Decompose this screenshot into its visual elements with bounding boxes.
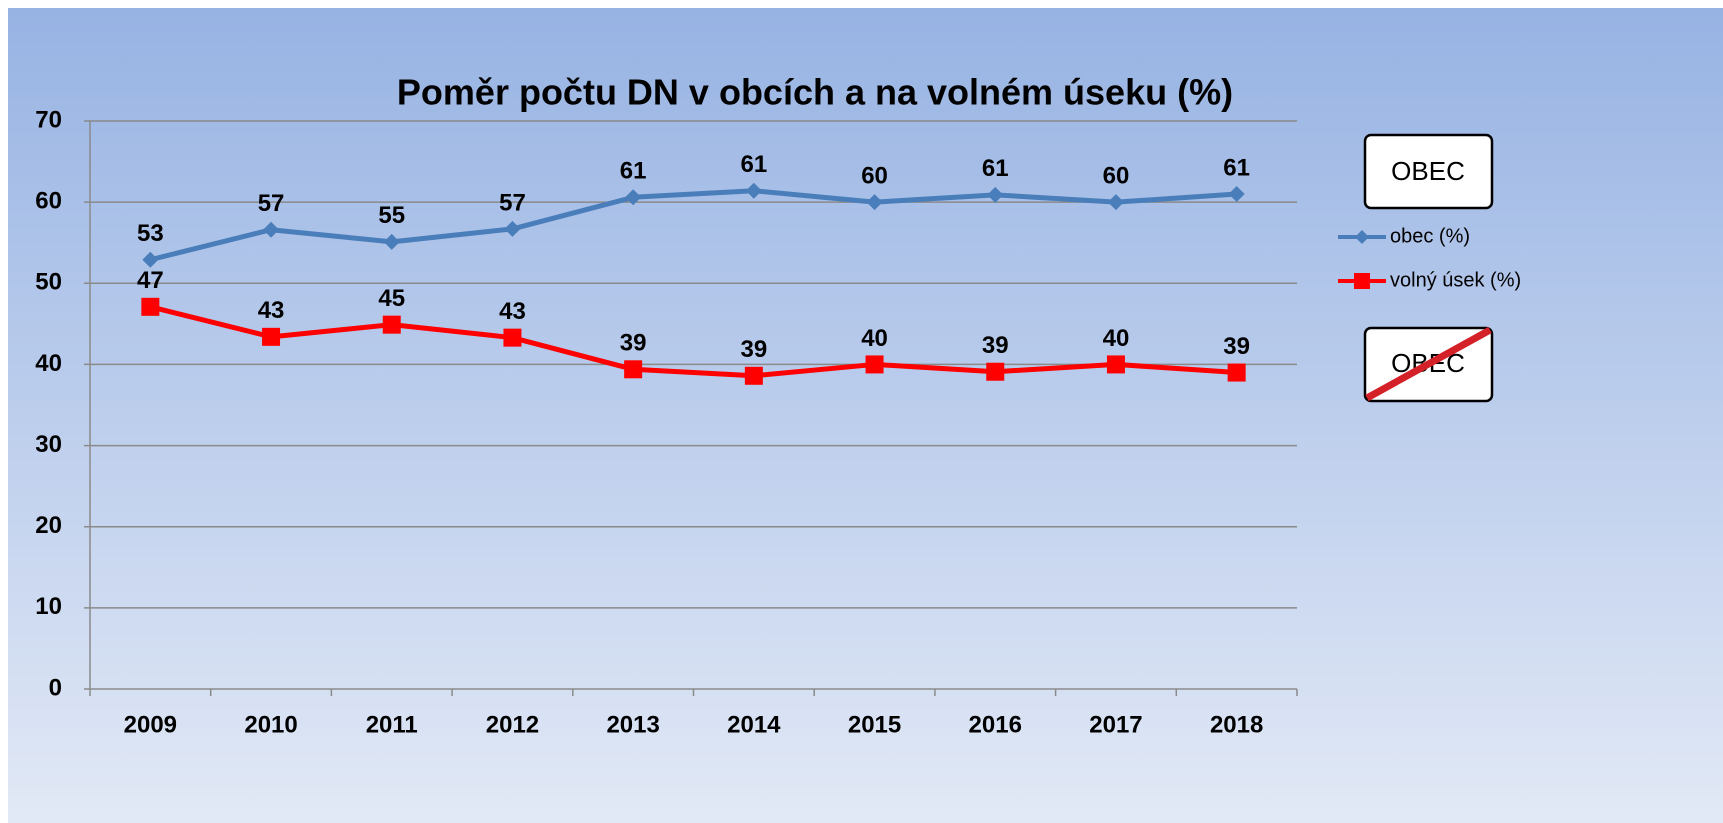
x-tick-label: 2013 <box>606 711 659 738</box>
sign-strike <box>1365 326 1492 402</box>
y-tick-label: 0 <box>49 674 62 701</box>
data-label: 57 <box>499 189 526 216</box>
data-label: 40 <box>861 325 888 352</box>
legend-marker <box>1354 273 1370 289</box>
data-label: 39 <box>620 330 647 357</box>
data-label: 43 <box>258 297 285 324</box>
data-point <box>1107 194 1124 211</box>
x-tick-label: 2018 <box>1210 711 1263 738</box>
data-point <box>382 315 401 334</box>
data-label: 61 <box>982 155 1009 182</box>
data-point <box>504 220 521 237</box>
legend-label: volný úsek (%) <box>1390 269 1521 291</box>
data-point <box>865 355 884 374</box>
y-tick-label: 40 <box>35 350 62 377</box>
data-label: 61 <box>1223 154 1250 181</box>
x-tick-label: 2011 <box>366 711 418 738</box>
data-point <box>1106 355 1125 374</box>
data-point <box>986 362 1005 381</box>
data-label: 45 <box>378 285 405 312</box>
sign-text: OBEC <box>1391 156 1465 186</box>
data-label: 55 <box>378 202 405 229</box>
data-point <box>263 221 280 238</box>
series-line <box>149 188 1237 263</box>
background <box>8 8 1723 823</box>
data-point <box>262 327 281 346</box>
data-point <box>987 186 1004 203</box>
data-label: 53 <box>137 220 164 247</box>
y-tick-label: 10 <box>35 593 62 620</box>
data-point <box>141 297 160 316</box>
data-point <box>142 251 159 268</box>
sign-obec-end: OBEC <box>1363 326 1494 403</box>
y-tick-label: 50 <box>35 269 62 296</box>
y-tick-label: 60 <box>35 187 62 214</box>
chart-title: Poměr počtu DN v obcích a na volném úsek… <box>397 72 1233 113</box>
data-point <box>625 189 642 206</box>
x-tick-label: 2015 <box>848 711 901 738</box>
data-label: 60 <box>861 162 888 189</box>
data-point <box>744 366 763 385</box>
data-point <box>866 194 883 211</box>
data-label: 60 <box>1103 162 1130 189</box>
data-point <box>745 182 762 199</box>
data-label: 43 <box>499 298 526 325</box>
data-point <box>1227 363 1246 382</box>
x-tick-label: 2009 <box>124 711 177 738</box>
x-tick-label: 2012 <box>486 711 539 738</box>
legend-label: obec (%) <box>1390 225 1470 247</box>
y-tick-label: 20 <box>35 512 62 539</box>
data-point <box>503 328 522 347</box>
y-tick-label: 30 <box>35 431 62 458</box>
data-label: 61 <box>740 151 767 178</box>
x-tick-label: 2014 <box>727 711 781 738</box>
sign-obec: OBEC <box>1363 133 1494 210</box>
series-line <box>149 304 1237 379</box>
data-point <box>624 360 643 379</box>
data-label: 39 <box>740 336 767 363</box>
y-tick-label: 70 <box>35 106 62 133</box>
data-label: 47 <box>137 267 164 294</box>
legend-marker <box>1355 230 1369 244</box>
data-point <box>383 233 400 250</box>
x-tick-label: 2010 <box>244 711 297 738</box>
data-label: 40 <box>1103 325 1130 352</box>
x-tick-label: 2017 <box>1089 711 1142 738</box>
data-point <box>1228 186 1245 203</box>
sign-box <box>1363 133 1494 210</box>
data-label: 39 <box>1223 333 1250 360</box>
data-label: 57 <box>258 190 285 217</box>
data-label: 39 <box>982 332 1009 359</box>
x-tick-label: 2016 <box>969 711 1022 738</box>
data-label: 61 <box>620 158 647 185</box>
